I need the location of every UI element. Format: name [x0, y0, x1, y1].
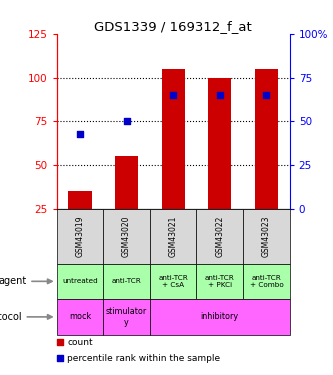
Bar [150, 264, 196, 299]
Bar [57, 264, 103, 299]
Bar [243, 209, 290, 264]
Bar [196, 264, 243, 299]
Text: GSM43022: GSM43022 [215, 216, 224, 257]
Text: untreated: untreated [62, 278, 98, 284]
Bar [243, 264, 290, 299]
Point [264, 92, 269, 98]
Bar [208, 78, 231, 209]
Bar [150, 299, 290, 334]
Text: stimulator
y: stimulator y [106, 307, 147, 327]
Bar [68, 191, 92, 209]
Bar [162, 69, 185, 209]
Text: anti-TCR
+ PKCi: anti-TCR + PKCi [205, 275, 235, 288]
Text: inhibitory: inhibitory [201, 312, 239, 321]
Text: anti-TCR
+ CsA: anti-TCR + CsA [158, 275, 188, 288]
Bar [196, 209, 243, 264]
Point [77, 130, 83, 136]
Bar [255, 69, 278, 209]
Text: GSM43021: GSM43021 [168, 216, 178, 257]
Bar [103, 209, 150, 264]
Text: anti-TCR
+ Combo: anti-TCR + Combo [249, 275, 283, 288]
Point [58, 339, 63, 345]
Text: protocol: protocol [0, 312, 52, 322]
Bar [150, 209, 196, 264]
Text: percentile rank within the sample: percentile rank within the sample [67, 354, 220, 363]
Text: GSM43019: GSM43019 [75, 216, 85, 257]
Bar [57, 299, 103, 334]
Bar [103, 299, 150, 334]
Text: mock: mock [69, 312, 91, 321]
Bar [115, 156, 138, 209]
Text: agent: agent [0, 276, 52, 286]
Text: GSM43020: GSM43020 [122, 216, 131, 257]
Bar [57, 209, 103, 264]
Point [217, 92, 222, 98]
Bar [103, 264, 150, 299]
Text: GSM43023: GSM43023 [262, 216, 271, 257]
Point [124, 118, 129, 124]
Text: anti-TCR: anti-TCR [112, 278, 142, 284]
Text: count: count [67, 338, 93, 346]
Title: GDS1339 / 169312_f_at: GDS1339 / 169312_f_at [94, 20, 252, 33]
Point [58, 356, 63, 362]
Point [170, 92, 176, 98]
